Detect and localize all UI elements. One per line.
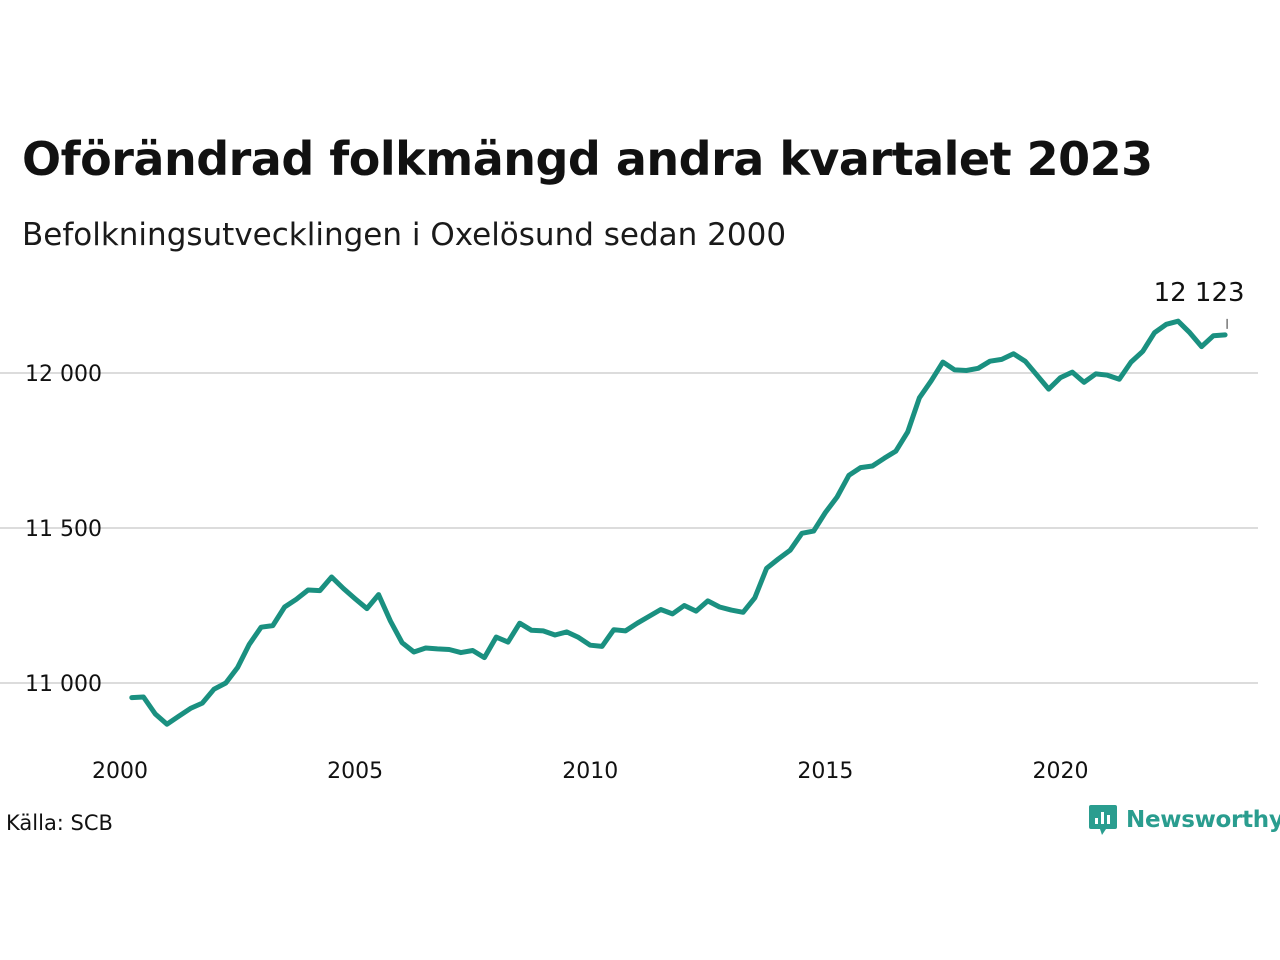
x-tick-label: 2020 xyxy=(1032,759,1088,784)
newsworthy-logo-icon xyxy=(1089,805,1117,835)
annotation-label: 12 123 xyxy=(1154,278,1245,308)
x-tick-label: 2015 xyxy=(797,759,853,784)
x-axis-ticks: 2000 2005 2010 2015 2020 xyxy=(92,759,1088,784)
annotation-layer: 12 123 xyxy=(1154,278,1245,329)
page-title: Oförändrad folkmängd andra kvartalet 202… xyxy=(22,132,1153,186)
grid-lines xyxy=(0,372,1258,684)
y-tick-label: 11 000 xyxy=(25,672,102,697)
x-tick-label: 2010 xyxy=(562,759,618,784)
series-line xyxy=(129,318,1228,727)
series-layer xyxy=(129,318,1228,727)
y-tick-label: 11 500 xyxy=(25,517,102,542)
y-axis-ticks: 11 000 11 500 12 000 xyxy=(25,362,102,697)
brand-name: Newsworthy xyxy=(1126,807,1280,833)
x-tick-label: 2000 xyxy=(92,759,148,784)
x-tick-label: 2005 xyxy=(327,759,383,784)
y-tick-label: 12 000 xyxy=(25,362,102,387)
source-label: Källa: SCB xyxy=(6,811,113,835)
brand-logo[interactable]: Newsworthy xyxy=(1088,803,1280,837)
page-subtitle: Befolkningsutvecklingen i Oxelösund seda… xyxy=(22,217,787,253)
